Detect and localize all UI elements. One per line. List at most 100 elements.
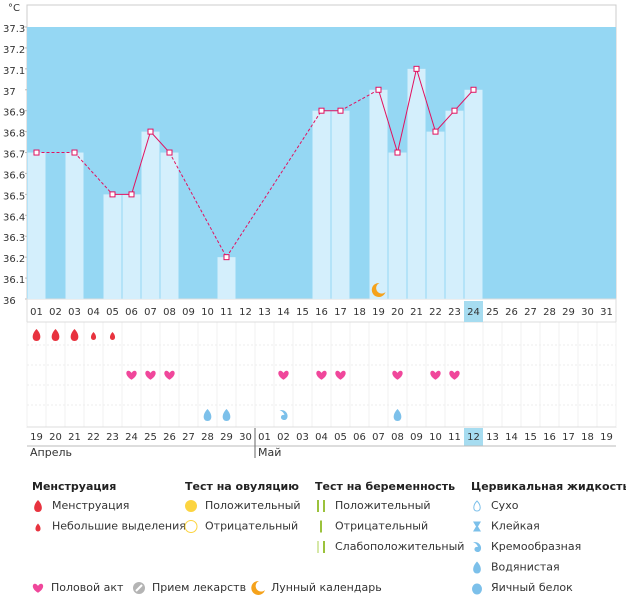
legend-label: Положительный <box>335 499 431 512</box>
icon <box>393 409 402 421</box>
icon <box>473 521 481 532</box>
icon <box>279 409 288 421</box>
temperature-line <box>416 68 436 132</box>
temperature-point <box>451 107 458 114</box>
x-tick-label: 22 <box>429 307 442 318</box>
icon <box>51 329 60 341</box>
date-label: 22 <box>87 432 100 443</box>
date-label: 11 <box>448 432 461 443</box>
temperature-point <box>337 107 344 114</box>
icon <box>145 370 156 380</box>
icon <box>109 332 116 340</box>
x-tick-label: 29 <box>562 307 575 318</box>
icon <box>472 583 482 595</box>
y-tick-label: 37.2 <box>3 45 25 56</box>
date-label: 19 <box>30 432 43 443</box>
icon <box>317 541 319 553</box>
temperature-line <box>435 110 455 132</box>
temperature-point <box>166 149 173 156</box>
y-tick-label: 37.1 <box>3 66 25 77</box>
legend-label: Клейкая <box>491 520 540 533</box>
temperature-point <box>470 86 477 93</box>
date-label: 15 <box>524 432 537 443</box>
temperature-line <box>131 131 151 195</box>
y-tick-label: 36.5 <box>3 191 25 202</box>
bar <box>407 68 426 299</box>
temperature-point <box>318 107 325 114</box>
legend-label: Отрицательный <box>335 520 428 533</box>
bar <box>217 257 236 299</box>
icon <box>34 500 42 512</box>
icon <box>371 282 386 297</box>
x-tick-label: 08 <box>163 307 176 318</box>
temperature-line <box>340 89 379 112</box>
bar <box>445 110 464 299</box>
bar <box>388 152 407 299</box>
legend-heading: Тест на овуляцию <box>185 480 299 493</box>
icon <box>473 500 481 512</box>
legend-label: Лунный календарь <box>271 581 382 594</box>
x-tick-label: 15 <box>296 307 309 318</box>
x-tick-label: 11 <box>220 307 233 318</box>
y-tick-label: 36.1 <box>3 275 25 286</box>
date-label: 01 <box>258 432 271 443</box>
x-tick-label: 26 <box>505 307 518 318</box>
y-tick-label: 37.3 <box>3 24 25 35</box>
temperature-line <box>150 131 170 153</box>
bar <box>331 110 350 299</box>
x-tick-label: 02 <box>49 307 62 318</box>
date-label: 06 <box>353 432 366 443</box>
x-tick-label: 24 <box>467 307 480 318</box>
date-label: 25 <box>144 432 157 443</box>
y-tick-label: 36 <box>3 296 16 307</box>
temperature-point <box>432 128 439 135</box>
icon <box>126 370 137 380</box>
temperature-line <box>397 68 417 153</box>
x-tick-label: 31 <box>600 307 613 318</box>
date-label: 21 <box>68 432 81 443</box>
icon <box>222 409 231 421</box>
date-label: 12 <box>467 432 480 443</box>
temperature-point <box>147 128 154 135</box>
icon <box>70 329 79 341</box>
icon <box>430 370 441 380</box>
icon <box>164 370 175 380</box>
icon <box>185 500 197 512</box>
icon <box>35 523 41 532</box>
icon <box>278 370 289 380</box>
highlight <box>464 428 483 446</box>
legend-label: Половой акт <box>51 581 124 594</box>
date-label: 28 <box>201 432 214 443</box>
icon <box>90 332 97 340</box>
x-tick-label: 19 <box>372 307 385 318</box>
date-label: 05 <box>334 432 347 443</box>
icon <box>317 500 319 512</box>
icon <box>32 329 41 341</box>
x-tick-label: 16 <box>315 307 328 318</box>
x-tick-label: 06 <box>125 307 138 318</box>
y-tick-label: 36.9 <box>3 108 25 119</box>
icon <box>203 409 212 421</box>
date-label: 02 <box>277 432 290 443</box>
x-tick-label: 13 <box>258 307 271 318</box>
bar <box>122 194 141 299</box>
temperature-point <box>394 149 401 156</box>
x-tick-label: 20 <box>391 307 404 318</box>
date-label: 27 <box>182 432 195 443</box>
month-label: Апрель <box>30 446 72 459</box>
legend-label: Слабоположительный <box>335 540 464 553</box>
y-tick-label: 36.6 <box>3 170 25 181</box>
legend-label: Положительный <box>205 499 301 512</box>
date-label: 10 <box>429 432 442 443</box>
legend-label: Менструация <box>52 499 129 512</box>
temperature-line <box>226 110 322 258</box>
date-label: 07 <box>372 432 385 443</box>
legend-label: Небольшие выделения <box>52 520 186 533</box>
icon <box>449 370 460 380</box>
y-tick-label: 36.7 <box>3 150 25 161</box>
date-label: 23 <box>106 432 119 443</box>
temperature-point <box>223 254 230 261</box>
icon <box>184 520 198 533</box>
legend-heading: Цервикальная жидкость <box>471 480 626 493</box>
